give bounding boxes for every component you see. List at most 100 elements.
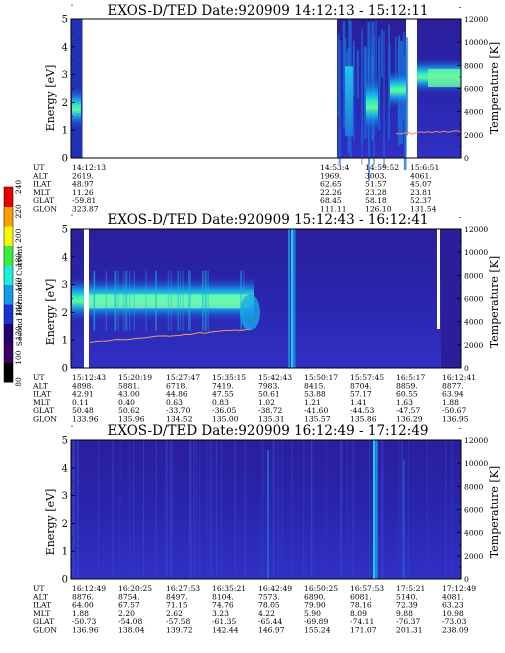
streak <box>288 229 290 368</box>
streak <box>361 28 364 147</box>
ephemeris-cell: 72.39 <box>396 601 418 610</box>
streak <box>294 229 296 368</box>
ephemeris-cell: 8.09 <box>350 609 367 618</box>
ephemeris-cell: 135.96 <box>118 415 145 424</box>
y-tick-label: 1 <box>62 336 68 347</box>
ephemeris-cell: -50.73 <box>72 617 96 626</box>
streak <box>94 270 96 331</box>
streak <box>115 270 117 331</box>
streak <box>383 30 385 168</box>
ephemeris-cell: 16:27:53 <box>166 584 200 593</box>
ephemeris-cell: 1.41 <box>350 398 367 407</box>
colorbar-swatch <box>4 206 13 227</box>
data-gap <box>437 229 440 329</box>
ephemeris-cell: -36.05 <box>212 406 236 415</box>
ephemeris-cell: 4898. <box>72 381 94 390</box>
streak <box>243 270 245 331</box>
streak <box>444 440 447 579</box>
streak <box>154 270 157 331</box>
streak <box>205 270 207 331</box>
y2-tick-label: 6000 <box>464 85 483 94</box>
y2-tick-label: 2000 <box>464 552 483 561</box>
y2-tick-label: 10000 <box>464 248 488 257</box>
y2-tick-label: 12000 <box>464 15 488 24</box>
ephemeris-row-label: GLAT <box>33 406 54 415</box>
ephemeris-cell: -69.89 <box>304 617 328 626</box>
ephemeris-row-label: GLAT <box>33 196 54 205</box>
streak <box>426 440 428 579</box>
ephemeris-cell: 57.17 <box>350 390 372 399</box>
colorbar-tick-label: 200 <box>14 228 23 243</box>
panel-2-y-label: Energy [eV] <box>44 279 57 346</box>
streak <box>352 52 355 96</box>
ephemeris-cell: 74.76 <box>212 601 234 610</box>
ephemeris-cell: 14:59:52 <box>365 163 399 172</box>
ephemeris-row-label: GLAT <box>33 617 54 626</box>
colorbar-swatch <box>4 323 13 344</box>
energy-band <box>72 85 81 130</box>
y-tick-label: 5 <box>62 436 68 447</box>
ephemeris-row-label: GLON <box>33 205 57 214</box>
ephemeris-cell: -76.37 <box>396 617 420 626</box>
ephemeris-cell: 45.07 <box>410 180 432 189</box>
panel-1-axes: 0 1 2 3 4 5 0 2000 4000 6000 8000 10000 12000 <box>62 4 488 165</box>
streak <box>343 20 346 129</box>
ephemeris-cell: 6890. <box>304 592 326 601</box>
streak <box>342 21 345 92</box>
streak <box>261 440 263 579</box>
ephemeris-cell: 1.21 <box>304 398 321 407</box>
streak <box>378 36 381 131</box>
ephemeris-cell: 53.88 <box>304 390 326 399</box>
streak <box>364 49 367 139</box>
panel-3-title: EXOS-D/TED Date:920909 16:12:49 - 17:12:… <box>107 423 428 439</box>
ephemeris-cell: 135.57 <box>304 415 331 424</box>
panel-3-axes: 0 1 2 3 4 5 0 2000 4000 6000 8000 10000 12000 <box>62 425 488 586</box>
ephemeris-cell: 171.07 <box>350 626 377 635</box>
ephemeris-cell: -54.08 <box>118 617 142 626</box>
energy-band-core <box>89 294 249 309</box>
ephemeris-cell: 126.10 <box>365 205 392 214</box>
energy-band <box>390 69 406 110</box>
ephemeris-cell: 50.61 <box>258 390 280 399</box>
streak <box>169 440 172 579</box>
temperature-trace <box>395 130 461 135</box>
ephemeris-cell: -47.57 <box>396 406 420 415</box>
streak <box>345 66 353 137</box>
streak <box>403 460 405 579</box>
y2-tick-label: 12000 <box>464 436 488 445</box>
ephemeris-cell: 68.45 <box>320 196 342 205</box>
y2-tick-label: 6000 <box>464 295 483 304</box>
ephemeris-cell: 15:42:43 <box>258 373 292 382</box>
ephemeris-cell: 2.20 <box>118 609 135 618</box>
colorbar-swatch <box>4 362 13 383</box>
ephemeris-cell: -65.44 <box>258 617 282 626</box>
streak <box>196 440 198 579</box>
streak <box>112 440 114 579</box>
streak <box>310 440 312 579</box>
ephemeris-cell: 23.81 <box>410 188 432 197</box>
energy-band <box>72 276 84 323</box>
ephemeris-row-label: MLT <box>33 188 50 197</box>
panel-1-ephemeris: UT 14:12:13 14:53:4 14:59:52 15:6:51 ALT 2619.… <box>32 163 439 214</box>
colorbar-swatch <box>4 187 13 207</box>
streak <box>189 270 191 331</box>
ephemeris-cell: 3.23 <box>212 609 229 618</box>
ephemeris-cell: 60.55 <box>396 390 418 399</box>
streak <box>182 270 184 331</box>
streak <box>190 440 192 579</box>
y-tick-label: 3 <box>62 491 68 502</box>
ephemeris-cell: 146.97 <box>258 626 285 635</box>
ephemeris-cell: 52.37 <box>410 196 432 205</box>
streak <box>73 440 75 579</box>
streak <box>117 270 119 331</box>
ephemeris-cell: 238.09 <box>442 626 469 635</box>
streak <box>220 440 223 579</box>
y-tick-label: 2 <box>62 308 68 319</box>
ephemeris-cell: 6081. <box>350 592 372 601</box>
streak <box>210 440 213 579</box>
ephemeris-cell: 48.97 <box>72 180 94 189</box>
streak <box>352 440 354 579</box>
streak <box>97 440 100 579</box>
y-tick-label: 4 <box>62 463 68 474</box>
band-edge <box>240 294 260 331</box>
